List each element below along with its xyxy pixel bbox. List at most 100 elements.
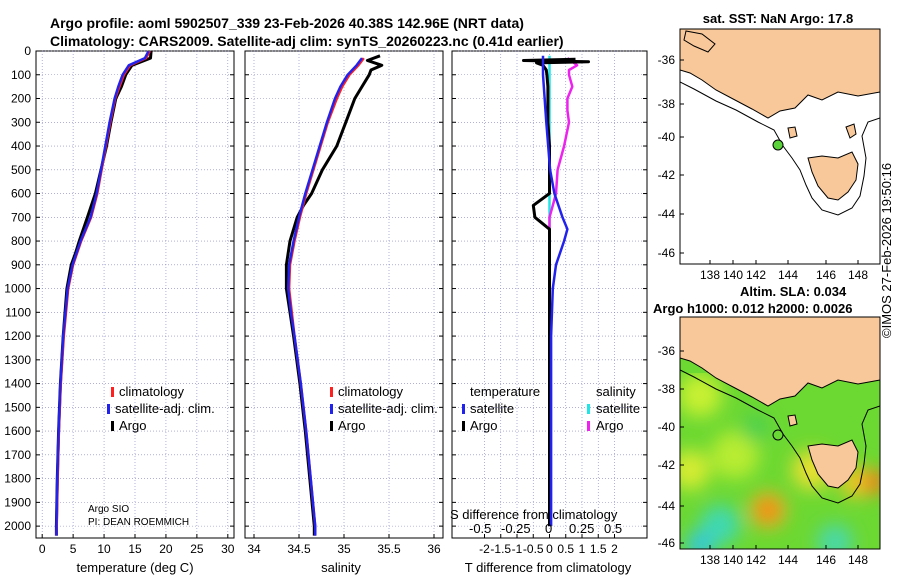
map-x-tick-label: 142 bbox=[746, 553, 766, 567]
svg-text:0.25: 0.25 bbox=[569, 521, 594, 536]
land-mainland-sla bbox=[680, 317, 880, 407]
x-tick-label: 35 bbox=[337, 542, 351, 556]
svg-text:Argo SIO: Argo SIO bbox=[88, 504, 129, 515]
imos-timestamp: ©IMOS 27-Feb-2026 19:50:16 bbox=[879, 162, 894, 338]
land-tasmania bbox=[807, 151, 859, 201]
legend-climatology: climatology bbox=[119, 384, 185, 399]
salinity-xlabel: salinity bbox=[321, 560, 361, 575]
series-t-satellite bbox=[541, 55, 569, 527]
map-y-tick-label: -46 bbox=[658, 246, 676, 260]
sla-map-title2: Argo h1000: 0.012 h2000: 0.0026 bbox=[653, 301, 852, 316]
legend-salinity-title: salinity bbox=[596, 384, 636, 399]
x-tick-label: 2 bbox=[611, 542, 618, 556]
legend-satellite-adj: satellite-adj. clim. bbox=[115, 401, 215, 416]
sst-map-frame bbox=[679, 28, 881, 265]
tdiff-xlabel: T difference from climatology bbox=[465, 560, 632, 575]
legend-argo: Argo bbox=[119, 418, 146, 433]
map-y-tick-label: -38 bbox=[658, 97, 676, 111]
svg-text:climatology: climatology bbox=[338, 384, 404, 399]
sst-map bbox=[680, 29, 880, 264]
y-tick-label: 1300 bbox=[4, 353, 31, 367]
svg-text:satellite: satellite bbox=[596, 401, 640, 416]
map-y-tick-label: -36 bbox=[658, 53, 676, 67]
sla-map-title1: Altim. SLA: 0.034 bbox=[740, 284, 847, 299]
map-y-tick-label: -36 bbox=[658, 344, 676, 358]
land-mainland bbox=[680, 29, 880, 119]
x-tick-label: 1.5 bbox=[590, 542, 607, 556]
y-tick-label: 1900 bbox=[4, 495, 31, 509]
map-x-tick-label: 148 bbox=[848, 268, 868, 282]
argo-float-marker-top bbox=[772, 139, 784, 151]
svg-text:-0.25: -0.25 bbox=[501, 521, 531, 536]
y-tick-label: 1400 bbox=[4, 377, 31, 391]
x-tick-label: 5 bbox=[70, 542, 77, 556]
svg-text:-0.5: -0.5 bbox=[469, 521, 491, 536]
x-tick-label: 0 bbox=[546, 542, 553, 556]
y-tick-label: 1100 bbox=[5, 305, 31, 319]
x-tick-label: 1 bbox=[579, 542, 586, 556]
map-x-tick-label: 140 bbox=[723, 268, 743, 282]
y-tick-label: 0 bbox=[24, 44, 31, 58]
argo-float-marker-bottom bbox=[772, 429, 784, 441]
map-x-tick-label: 138 bbox=[700, 268, 720, 282]
series-t-argo bbox=[522, 57, 590, 527]
s-difference-label: S difference from climatology bbox=[450, 507, 618, 522]
y-tick-label: 400 bbox=[11, 139, 31, 153]
map-x-tick-label: 144 bbox=[778, 268, 798, 282]
y-tick-label: 1500 bbox=[4, 400, 31, 414]
x-tick-label: -1 bbox=[512, 542, 523, 556]
map-x-tick-label: 138 bbox=[700, 553, 720, 567]
map-y-tick-label: -40 bbox=[658, 420, 676, 434]
x-tick-label: -0.5 bbox=[523, 542, 544, 556]
temperature-xlabel: temperature (deg C) bbox=[76, 560, 193, 575]
y-tick-label: 2000 bbox=[4, 519, 31, 533]
figure-title-line2: Climatology: CARS2009. Satellite-adj cli… bbox=[50, 33, 564, 49]
x-tick-label: 25 bbox=[190, 542, 204, 556]
y-tick-label: 600 bbox=[11, 187, 31, 201]
svg-text:satellite-adj. clim.: satellite-adj. clim. bbox=[338, 401, 438, 416]
svg-text:Argo: Argo bbox=[338, 418, 365, 433]
x-tick-label: -2 bbox=[479, 542, 490, 556]
sla-map bbox=[680, 317, 880, 549]
svg-text:0.5: 0.5 bbox=[604, 521, 622, 536]
x-tick-label: 20 bbox=[159, 542, 173, 556]
series-satellite-adj-clim- bbox=[55, 51, 150, 536]
y-tick-label: 100 bbox=[11, 68, 31, 82]
y-tick-label: 300 bbox=[11, 115, 31, 129]
sla-map-frame bbox=[679, 316, 881, 550]
map-y-tick-label: -38 bbox=[658, 382, 676, 396]
y-tick-label: 1700 bbox=[4, 448, 31, 462]
y-tick-label: 900 bbox=[11, 258, 31, 272]
x-tick-label: 36 bbox=[427, 542, 441, 556]
map-y-tick-label: -42 bbox=[658, 458, 676, 472]
map-x-tick-label: 146 bbox=[816, 553, 836, 567]
map-x-tick-label: 146 bbox=[816, 268, 836, 282]
s-difference-axis: S difference from climatology -0.5 -0.25… bbox=[450, 507, 622, 536]
x-tick-label: 35.5 bbox=[377, 542, 401, 556]
sst-map-title: sat. SST: NaN Argo: 17.8 bbox=[703, 11, 854, 26]
svg-text:0: 0 bbox=[545, 521, 552, 536]
map-x-tick-label: 144 bbox=[778, 553, 798, 567]
map-x-tick-label: 148 bbox=[848, 553, 868, 567]
x-tick-label: 15 bbox=[128, 542, 142, 556]
svg-text:Argo: Argo bbox=[470, 418, 497, 433]
profile-legend-salinity: climatology satellite-adj. clim. Argo bbox=[330, 384, 438, 433]
svg-text:satellite: satellite bbox=[470, 401, 514, 416]
x-tick-label: -1.5 bbox=[490, 542, 511, 556]
pi-info: Argo SIO PI: DEAN ROEMMICH bbox=[88, 504, 189, 528]
land-king-island bbox=[787, 126, 798, 139]
legend-temperature-title: temperature bbox=[470, 384, 540, 399]
x-tick-label: 0 bbox=[39, 542, 46, 556]
x-tick-label: 10 bbox=[97, 542, 111, 556]
svg-text:Argo: Argo bbox=[596, 418, 623, 433]
x-tick-label: 34.5 bbox=[287, 542, 311, 556]
y-tick-label: 1200 bbox=[4, 329, 31, 343]
y-tick-label: 800 bbox=[11, 234, 31, 248]
map-y-tick-label: -44 bbox=[658, 499, 676, 513]
y-tick-label: 1600 bbox=[4, 424, 31, 438]
map-x-tick-label: 142 bbox=[746, 268, 766, 282]
y-tick-label: 1000 bbox=[4, 282, 31, 296]
profile-legend-temperature: climatology satellite-adj. clim. Argo bbox=[107, 384, 215, 433]
y-tick-label: 500 bbox=[11, 163, 31, 177]
land-tasmania-sla bbox=[807, 439, 859, 489]
